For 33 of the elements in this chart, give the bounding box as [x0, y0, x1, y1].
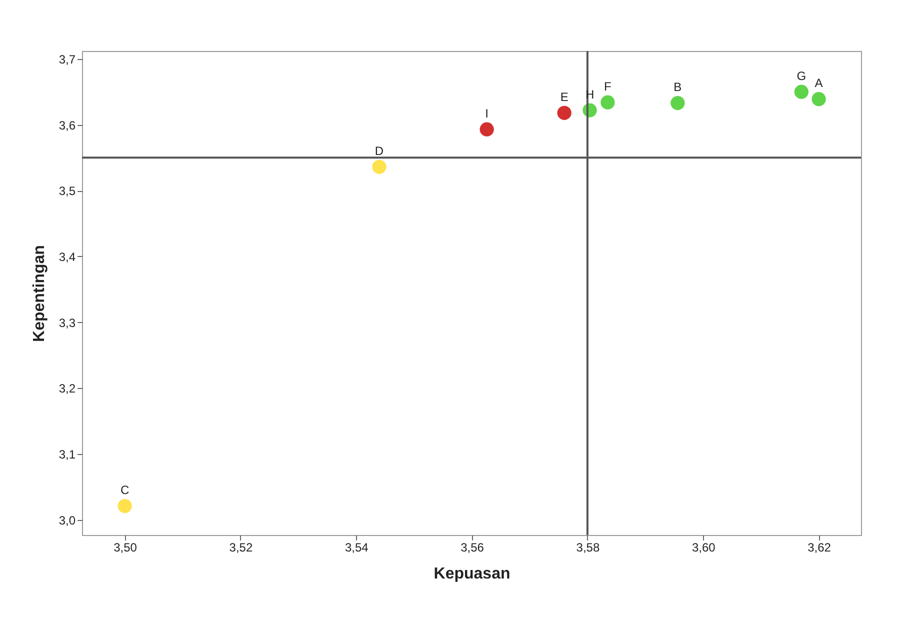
x-tick-label: 3,56 — [460, 540, 484, 554]
x-tick-label: 3,62 — [808, 540, 832, 554]
point — [480, 122, 494, 136]
y-tick-label: 3,6 — [58, 118, 76, 132]
y-tick-label: 3,0 — [58, 513, 76, 528]
y-tick-label: 3,4 — [58, 250, 76, 264]
x-tick-label: 3,54 — [344, 540, 369, 554]
point — [372, 160, 386, 174]
annotation: E — [560, 90, 568, 104]
annotation: G — [796, 68, 806, 83]
y-tick-label: 3,5 — [58, 184, 76, 198]
annotation: D — [374, 144, 384, 158]
y-tick-label: 3,1 — [58, 448, 76, 462]
annotation: F — [604, 79, 612, 94]
point — [812, 92, 826, 106]
y-tick-label: 3,3 — [58, 316, 76, 330]
y-tick-label: 3,2 — [58, 382, 76, 396]
annotation: C — [120, 483, 130, 498]
x-tick-label: 3,58 — [576, 540, 600, 554]
point — [794, 84, 809, 99]
y-tick-label: 3,7 — [58, 52, 76, 66]
x-tick-label: 3,52 — [229, 540, 253, 554]
point — [670, 96, 685, 110]
y-axis-title: Kepentingan — [30, 245, 48, 342]
x-tick-label: 3,60 — [692, 540, 716, 554]
point — [557, 106, 572, 120]
annotation: I — [485, 106, 488, 120]
point — [600, 95, 615, 110]
x-axis-title: Kepuasan — [434, 566, 510, 582]
annotation: B — [674, 80, 682, 94]
point — [118, 498, 132, 514]
annotation: A — [814, 76, 823, 90]
x-tick-label: 3,50 — [114, 540, 138, 554]
